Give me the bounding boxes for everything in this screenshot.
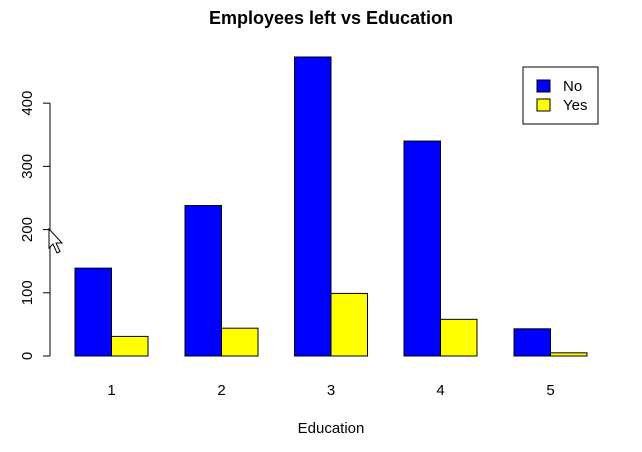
bar-no-education-5 [513,328,551,357]
x-axis-tick-labels: 1 2 3 4 5 [107,382,554,399]
mouse-cursor-icon [48,227,64,254]
bar-yes-education-2 [221,327,259,357]
x-tick-label: 3 [327,382,335,399]
bar-yes-education-5 [550,352,588,357]
bar-yes-education-4 [440,318,478,357]
bar-no-education-3 [294,56,332,357]
chart-title: Employees left vs Education [209,8,453,28]
x-tick-label: 5 [546,382,554,399]
legend-label-yes: Yes [563,97,587,114]
legend: No Yes [522,66,599,125]
legend-box [522,66,599,125]
legend-label-no: No [563,78,582,95]
y-tick-label: 0 [19,352,36,360]
bar-no-education-4 [403,140,441,357]
y-tick-label: 400 [19,91,36,116]
y-tick-label: 200 [19,217,36,242]
x-tick-label: 2 [217,382,225,399]
x-tick-label: 4 [436,382,444,399]
x-tick-label: 1 [107,382,115,399]
legend-swatch-no [536,79,551,93]
bar-yes-education-3 [330,292,368,357]
y-tick-label: 300 [19,154,36,179]
bar-yes-education-1 [111,335,149,357]
bar-no-education-2 [184,205,222,357]
y-tick-label: 100 [19,280,36,305]
legend-swatch-yes [536,98,551,112]
bars-group [74,56,588,357]
y-axis: 0 100 200 300 400 [19,91,51,360]
bar-no-education-1 [74,267,112,357]
x-axis-label: Education [298,420,365,437]
